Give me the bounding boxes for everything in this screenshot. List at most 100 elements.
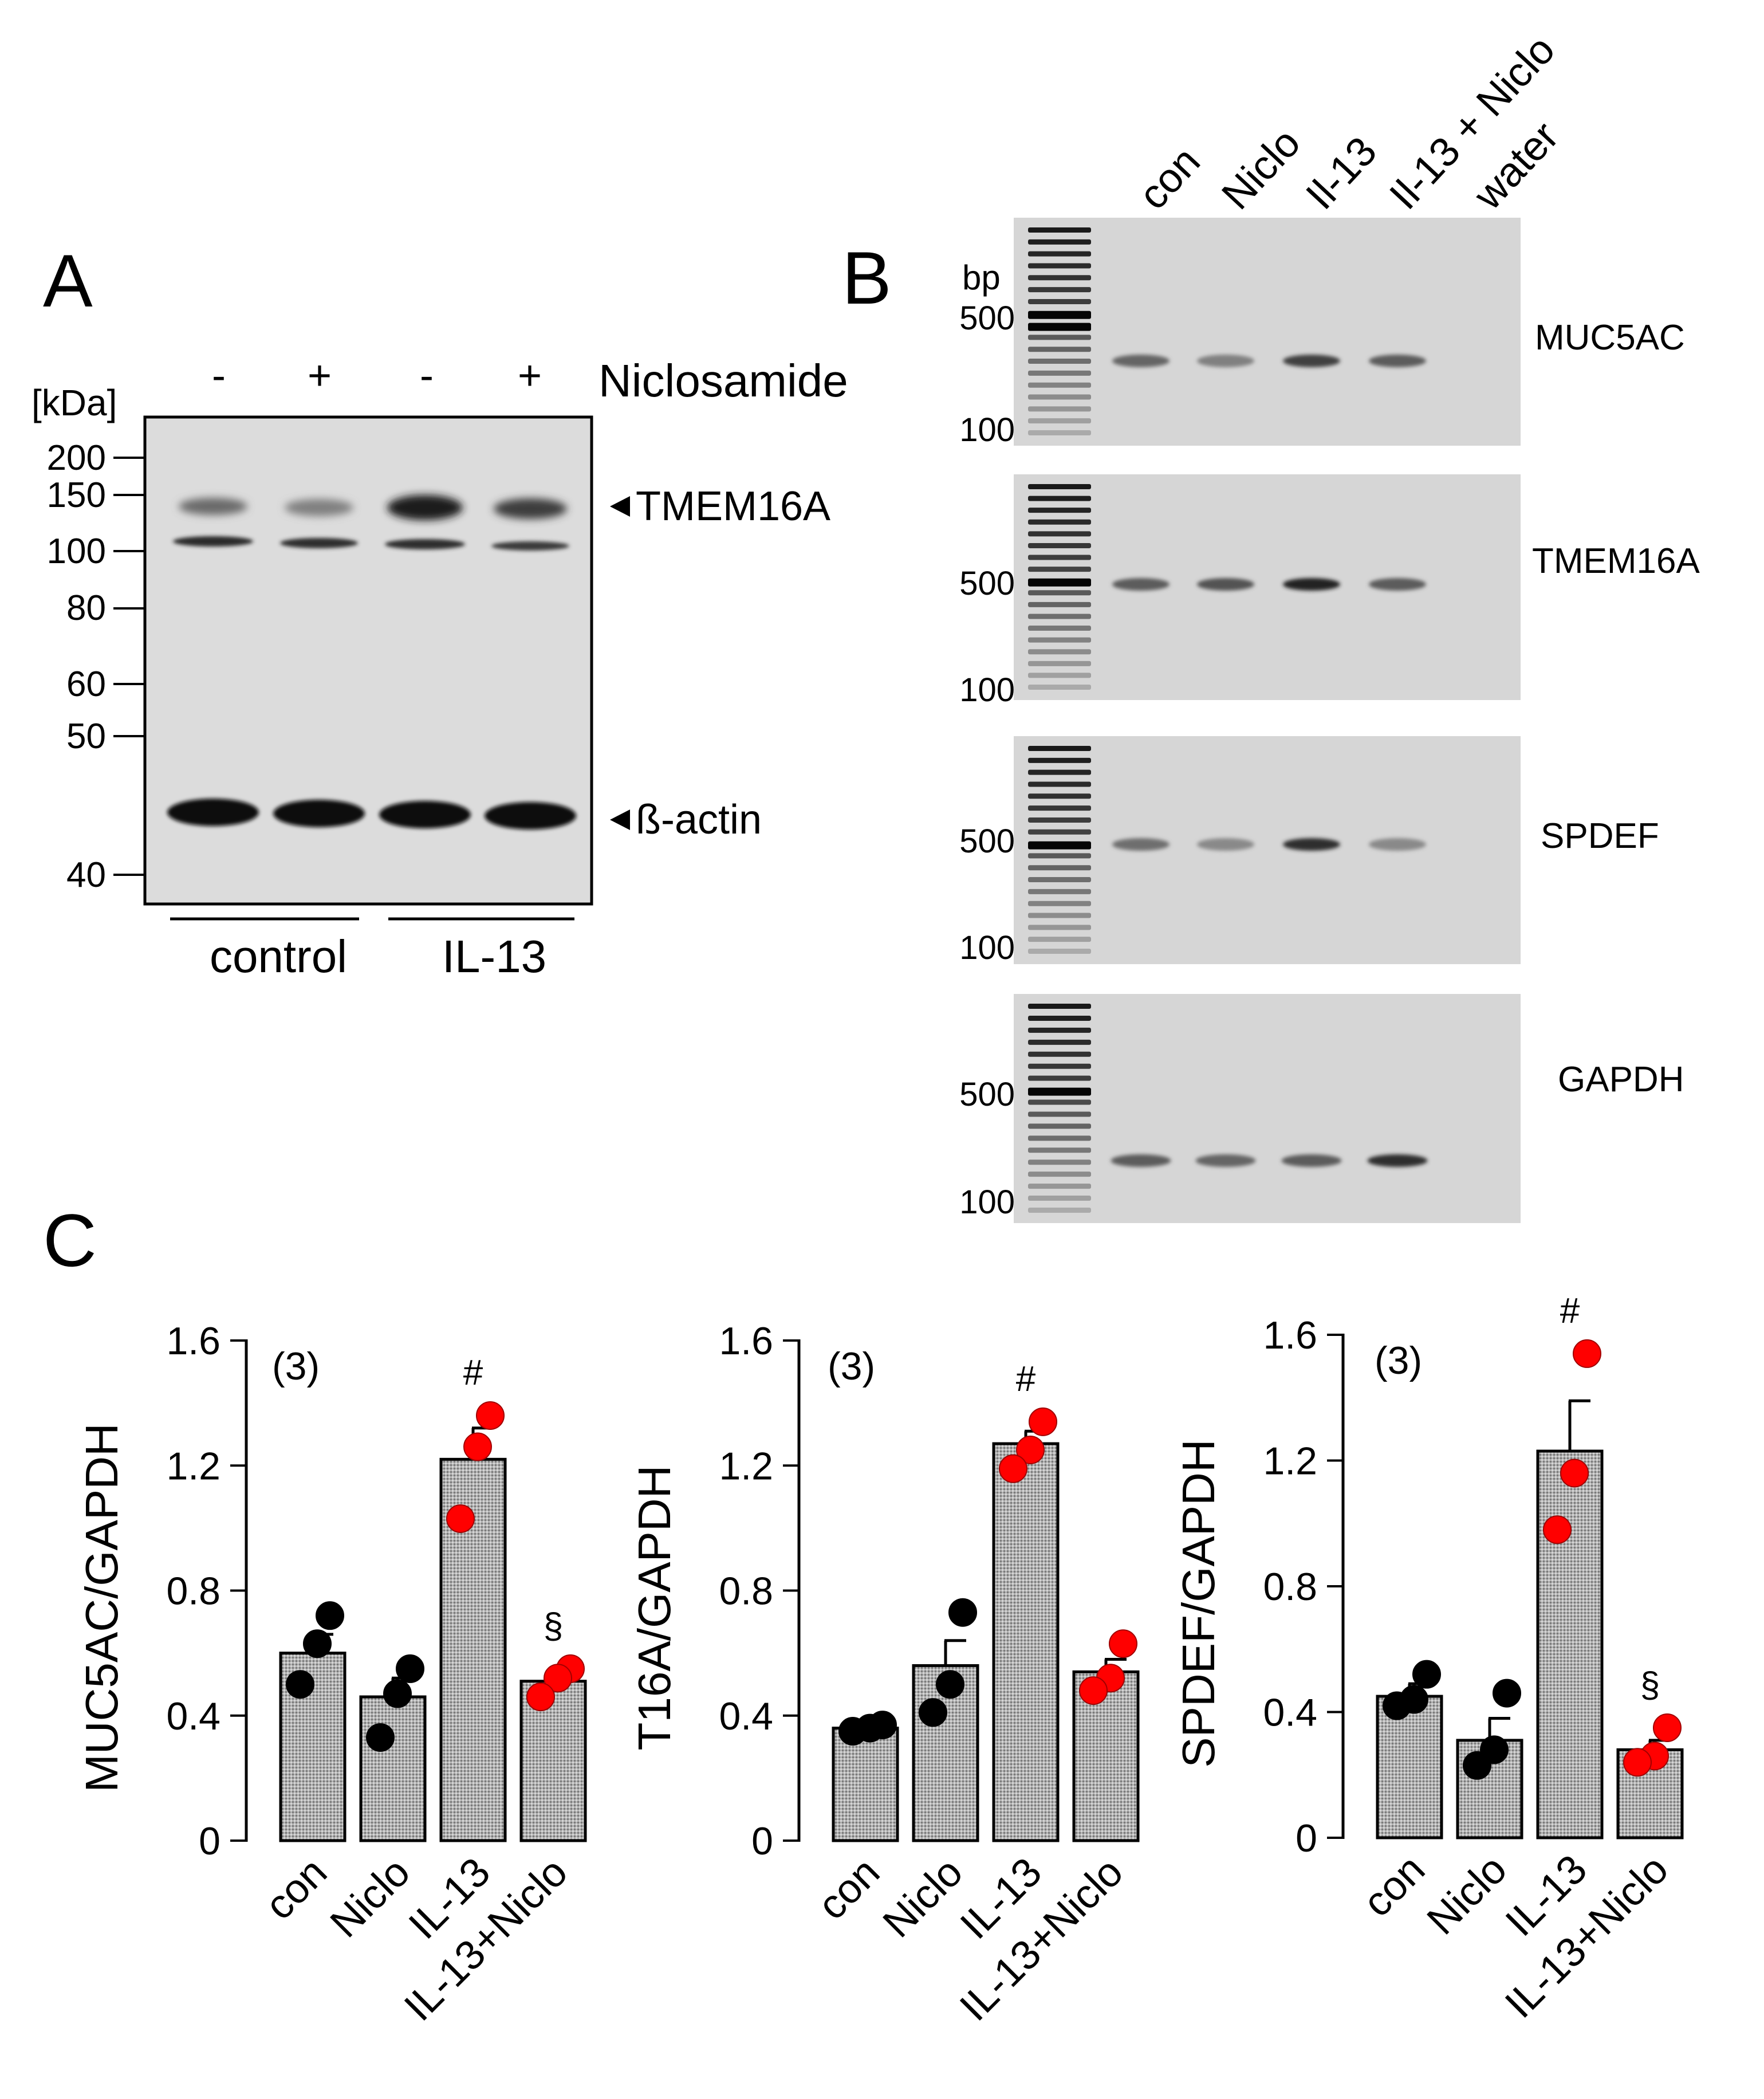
data-point (999, 1454, 1027, 1483)
gel-background (1014, 218, 1521, 446)
gel-marker-500: 500 (959, 1076, 1015, 1113)
dna-ladder (1028, 227, 1091, 435)
gel-band-lane-2 (1197, 578, 1254, 591)
y-tick-label: 0.8 (166, 1570, 220, 1613)
data-point (544, 1664, 572, 1693)
bp-unit: bp (962, 258, 1001, 297)
data-point (463, 1432, 492, 1461)
blot-bands (167, 495, 576, 830)
marker-40: 40 (66, 855, 106, 895)
gel-muc5ac: 500 100 MUC5AC (959, 218, 1685, 449)
data-point (396, 1654, 424, 1683)
y-tick-label: 0.4 (1263, 1691, 1317, 1735)
band-actin-lane4 (485, 802, 576, 830)
y-tick-label: 0 (751, 1819, 773, 1863)
gel-panels: 500 100 MUC5AC 500 100 TMEM16A 500 100 SPDEF 500 1… (959, 218, 1700, 1223)
n-label: (3) (272, 1345, 320, 1388)
band-actin-lane1 (167, 799, 259, 826)
data-point (1383, 1691, 1411, 1720)
gene-label: TMEM16A (1532, 541, 1700, 581)
bar-niclo (359, 1695, 427, 1842)
gene-label: SPDEF (1541, 816, 1659, 856)
chart-3: 00.40.81.21.6SPDEF/GAPDH(3)conNiclo#IL-1… (1173, 1291, 1684, 2027)
data-point (1016, 1435, 1045, 1464)
gel-band-lane-2 (1195, 1154, 1256, 1167)
panel-c: C 00.40.81.21.6MUC5AC/GAPDH(3)conNiclo#I… (43, 1198, 1684, 2030)
y-tick-label: 1.2 (719, 1444, 773, 1488)
dna-ladder (1028, 484, 1091, 690)
bar-con (1376, 1695, 1443, 1839)
kda-markers: 200 150 100 80 60 50 40 (47, 438, 106, 895)
category-label: Niclo (875, 1849, 972, 1947)
y-axis-label: SPDEF/GAPDH (1173, 1439, 1224, 1767)
data-point (383, 1679, 412, 1708)
panel-c-letter: C (43, 1198, 97, 1282)
bar-il-13-niclo (1072, 1670, 1140, 1842)
data-point (936, 1670, 964, 1699)
marker-50: 50 (66, 717, 106, 756)
data-point (1029, 1407, 1057, 1436)
band-100-lane2 (280, 538, 358, 548)
category-label: Niclo (1419, 1846, 1516, 1944)
panel-b-letter: B (842, 236, 892, 320)
significance-marker: # (463, 1353, 483, 1393)
gel-band-lane-2 (1197, 838, 1254, 851)
data-point (948, 1598, 977, 1627)
western-blot (143, 415, 593, 906)
band-tmem16a-lane2 (285, 499, 353, 516)
bar-il-13 (1536, 1449, 1604, 1839)
y-tick-label: 0.4 (719, 1695, 773, 1738)
panel-a-letter: A (43, 239, 93, 323)
bar-il-13 (992, 1442, 1060, 1842)
significance-marker: § (544, 1606, 563, 1646)
gel-band-lane-4 (1369, 355, 1426, 367)
y-tick-label: 0 (1296, 1817, 1317, 1860)
data-point (1623, 1748, 1652, 1777)
gel-band-lane-3 (1283, 838, 1340, 851)
actin-arrow-icon (610, 809, 630, 830)
chart-2: 00.40.81.21.6T16A/GAPDH(3)conNiclo#IL-13… (629, 1319, 1140, 2030)
y-tick-label: 0.4 (166, 1695, 220, 1738)
data-point (1493, 1679, 1521, 1708)
band-tmem16a-lane3 (387, 495, 463, 520)
marker-60: 60 (66, 665, 106, 704)
data-point (303, 1629, 332, 1658)
n-label: (3) (828, 1345, 875, 1388)
y-tick-label: 1.6 (166, 1319, 220, 1363)
data-point (1463, 1751, 1491, 1780)
y-tick-label: 1.6 (1263, 1314, 1317, 1357)
data-point (1543, 1515, 1572, 1544)
group-label-il13: IL-13 (442, 931, 546, 982)
gel-gapdh: 500 100 GAPDH (959, 994, 1684, 1223)
band-tmem16a-lane1 (179, 498, 247, 515)
lane-sign-1: - (212, 353, 226, 399)
kda-marker-ticks (113, 457, 145, 876)
band-100-lane3 (385, 539, 465, 549)
significance-marker: # (1016, 1359, 1036, 1399)
gel-marker-500: 500 (959, 565, 1015, 602)
band-label-tmem16a: TMEM16A (636, 484, 830, 529)
data-point (1573, 1339, 1601, 1368)
band-actin-lane3 (379, 801, 471, 828)
y-tick-label: 0.8 (719, 1570, 773, 1613)
gel-marker-100: 100 (959, 929, 1015, 966)
marker-100: 100 (47, 532, 106, 571)
panel-a: A - + - + Niclosamide [kDa] 200 (32, 239, 848, 982)
gel-marker-500: 500 (959, 300, 1015, 337)
bar-con (832, 1727, 899, 1842)
gene-label: MUC5AC (1535, 318, 1685, 357)
data-point (1412, 1660, 1441, 1689)
category-label: Niclo (322, 1849, 419, 1947)
band-100-lane4 (491, 541, 569, 551)
significance-marker: § (1640, 1665, 1660, 1705)
gel-band-lane-1 (1112, 838, 1170, 851)
marker-150: 150 (47, 475, 106, 515)
lane-label-con: con (1130, 138, 1209, 218)
gel-marker-100: 100 (959, 1184, 1015, 1221)
data-point (838, 1717, 867, 1746)
data-point (1109, 1629, 1137, 1658)
lane-label-il13: Il-13 (1297, 128, 1385, 218)
y-axis-label: MUC5AC/GAPDH (76, 1423, 127, 1793)
gel-band-lane-2 (1197, 355, 1254, 367)
gel-band-lane-3 (1281, 1154, 1342, 1167)
